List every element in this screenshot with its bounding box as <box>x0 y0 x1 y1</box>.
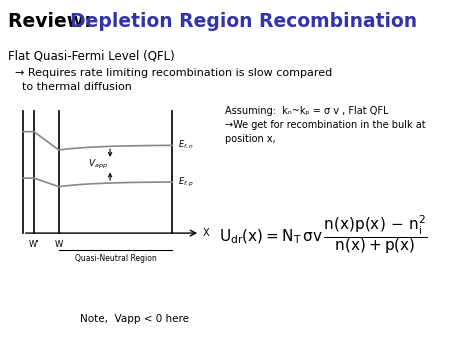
Text: X: X <box>203 228 209 238</box>
Text: W': W' <box>29 240 39 249</box>
Text: W: W <box>55 240 63 249</box>
Text: Assuming:  kₙ~kₚ = σ v , Flat QFL
→We get for recombination in the bulk at
posit: Assuming: kₙ~kₚ = σ v , Flat QFL →We get… <box>225 106 426 144</box>
Text: Quasi-Neutral Region: Quasi-Neutral Region <box>75 254 157 263</box>
Text: $E_{f,n}$: $E_{f,n}$ <box>178 139 194 151</box>
Text: $\mathrm{U_{dr}(x)=N_T\,\sigma v\,\dfrac{n(x)p(x)\,-\,n_i^2}{n(x)+p(x)}}$: $\mathrm{U_{dr}(x)=N_T\,\sigma v\,\dfrac… <box>219 213 428 256</box>
Text: Note,  Vapp < 0 here: Note, Vapp < 0 here <box>81 314 189 324</box>
Text: Depletion Region Recombination: Depletion Region Recombination <box>70 12 417 31</box>
Text: Review:: Review: <box>8 12 98 31</box>
Text: → Requires rate limiting recombination is slow compared
    to thermal diffusion: → Requires rate limiting recombination i… <box>8 68 333 92</box>
Text: Flat Quasi-Fermi Level (QFL): Flat Quasi-Fermi Level (QFL) <box>8 49 175 62</box>
Text: $E_{f,p}$: $E_{f,p}$ <box>178 175 194 189</box>
Text: $V_{app}$: $V_{app}$ <box>88 158 107 171</box>
